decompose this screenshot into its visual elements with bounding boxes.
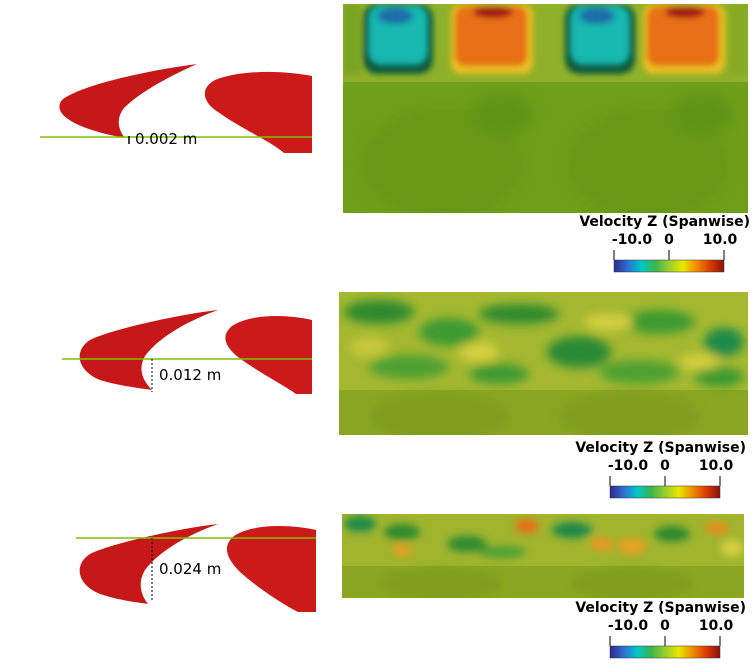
legend-title: Velocity Z (Spanwise) <box>575 600 746 616</box>
legend-mid: 0 <box>660 458 670 474</box>
main-element-shape <box>225 316 312 394</box>
colorbar <box>613 250 725 273</box>
main-element-shape <box>204 71 312 153</box>
legend-title: Velocity Z (Spanwise) <box>575 440 746 456</box>
distance-label: 0.012 m <box>159 366 222 384</box>
velocity-field-1 <box>343 4 748 213</box>
legend-max: 10.0 <box>702 232 738 248</box>
colorbar-legend-1: Velocity Z (Spanwise) -10.0 0 10.0 <box>550 214 750 276</box>
legend-min: -10.0 <box>607 458 649 474</box>
legend-max: 10.0 <box>698 458 734 474</box>
velocity-field-3 <box>342 514 744 598</box>
legend-min: -10.0 <box>611 232 653 248</box>
velocity-field-2 <box>339 292 748 435</box>
main-element-shape <box>226 526 316 612</box>
panel-1: 0.002 m <box>0 0 754 280</box>
slat-shape <box>79 310 218 390</box>
distance-label: 0.002 m <box>135 130 198 148</box>
slat-shape <box>79 524 218 604</box>
legend-title: Velocity Z (Spanwise) <box>579 214 750 230</box>
panel-2: 0.012 m <box>0 282 754 504</box>
distance-label: 0.024 m <box>159 560 222 578</box>
slat-shape <box>59 64 197 138</box>
colorbar-legend-3: Velocity Z (Spanwise) -10.0 0 10.0 <box>546 600 746 662</box>
panel-3: 0.024 m <box>0 506 754 669</box>
legend-max: 10.0 <box>698 618 734 634</box>
colorbar-legend-2: Velocity Z (Spanwise) -10.0 0 10.0 <box>546 440 746 502</box>
legend-min: -10.0 <box>607 618 649 634</box>
legend-mid: 0 <box>660 618 670 634</box>
colorbar <box>609 636 721 659</box>
airfoil-section-3 <box>76 524 316 612</box>
colorbar <box>609 476 721 499</box>
airfoil-section-1 <box>40 64 312 153</box>
legend-mid: 0 <box>664 232 674 248</box>
airfoil-section-2 <box>62 310 312 394</box>
